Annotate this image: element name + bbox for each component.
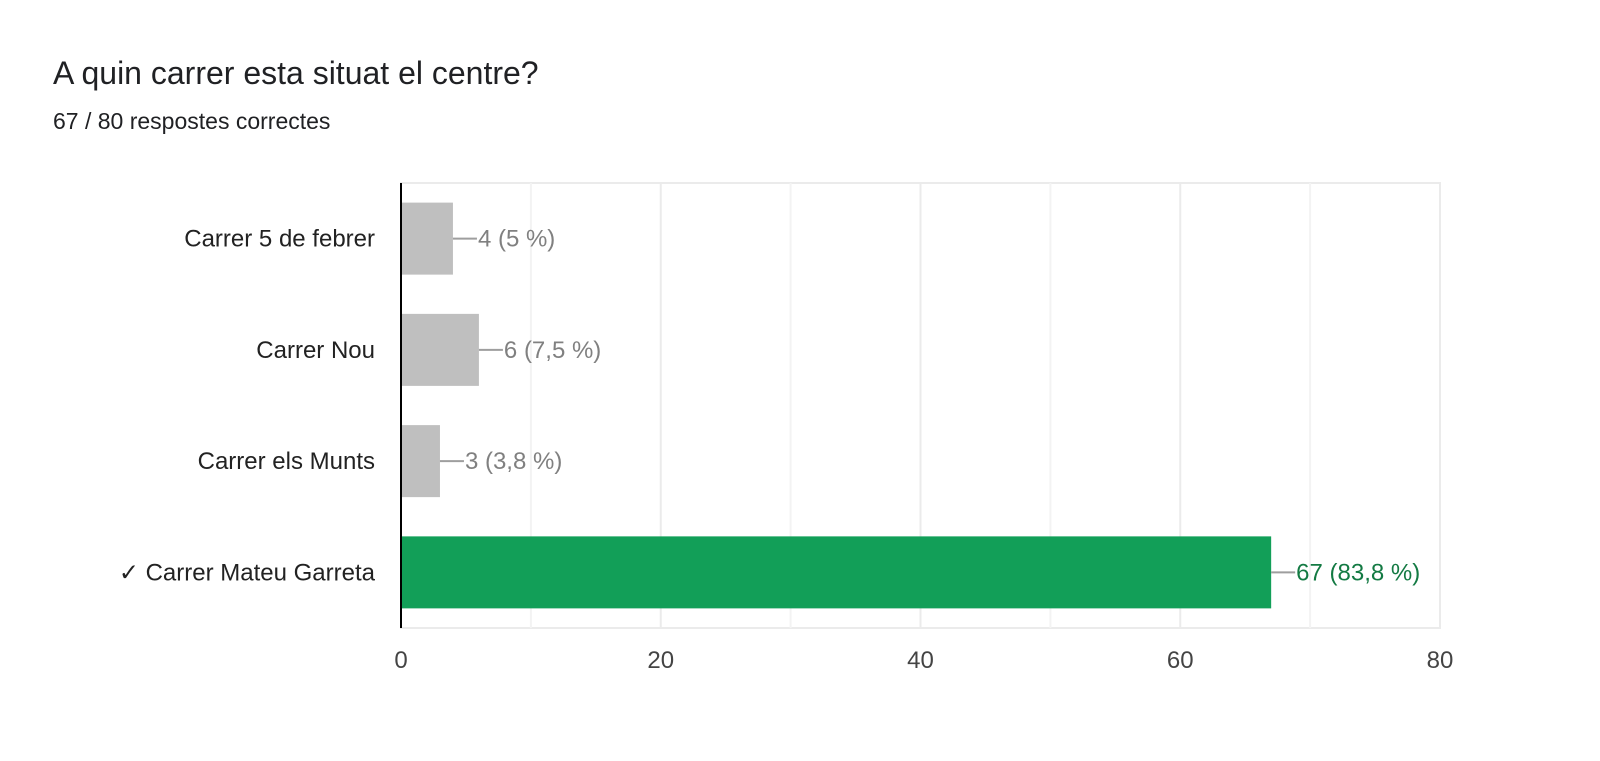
x-tick-label: 60	[1167, 647, 1194, 674]
bar	[401, 425, 440, 498]
question-title: A quin carrer esta situat el centre?	[53, 55, 539, 91]
bar	[401, 536, 1272, 609]
category-label: Carrer Nou	[256, 337, 375, 364]
bar	[401, 202, 453, 275]
value-label: 3 (3,8 %)	[465, 448, 562, 475]
category-label: Carrer els Munts	[198, 448, 375, 475]
category-label: ✓ Carrer Mateu Garreta	[119, 559, 376, 586]
value-label: 6 (7,5 %)	[504, 337, 601, 364]
x-tick-label: 0	[394, 647, 407, 674]
x-tick-label: 20	[647, 647, 674, 674]
x-tick-label: 80	[1427, 647, 1454, 674]
value-label: 67 (83,8 %)	[1296, 559, 1420, 586]
category-label: Carrer 5 de febrer	[184, 226, 375, 253]
question-subtitle: 67 / 80 respostes correctes	[53, 108, 331, 134]
bar	[401, 313, 479, 386]
value-label: 4 (5 %)	[478, 226, 555, 253]
x-tick-label: 40	[907, 647, 934, 674]
